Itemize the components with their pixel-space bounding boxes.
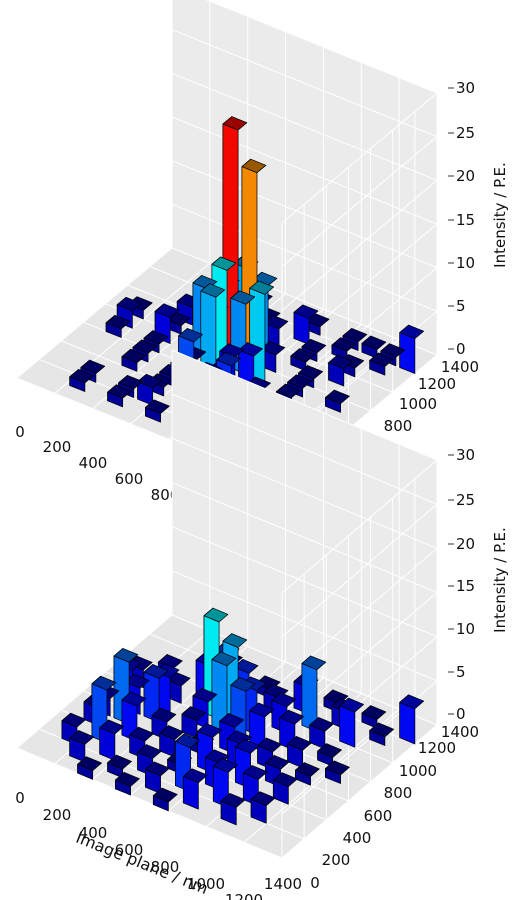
bar: [339, 697, 365, 748]
bar: [99, 719, 125, 761]
y-tick-label: 1200: [418, 375, 456, 393]
bar: [212, 758, 238, 808]
bar: [301, 655, 327, 732]
bar: [399, 694, 425, 745]
bar: [182, 768, 208, 810]
x-tick-label: 1200: [225, 891, 263, 900]
bar: [107, 754, 132, 779]
x-tick-label: 200: [43, 806, 72, 824]
y-tick-label: 200: [322, 851, 351, 869]
z-tick-label: 20: [456, 167, 475, 185]
bar: [115, 772, 140, 796]
bar: [361, 335, 387, 359]
x-tick-label: 1000: [187, 875, 225, 893]
bar: [145, 399, 170, 423]
bar: [250, 791, 276, 824]
x-tick-label: 0: [15, 789, 25, 807]
bar: [331, 337, 357, 361]
x-tick-label: 600: [115, 470, 144, 488]
z-tick-label: 10: [456, 620, 475, 638]
x-tick-label: 200: [43, 438, 72, 456]
x-tick-label: 600: [115, 841, 144, 859]
bar: [325, 760, 350, 784]
z-tick-label: 30: [456, 79, 475, 97]
bar: [143, 664, 169, 723]
bar: [309, 717, 335, 750]
bar: [369, 352, 395, 376]
z-axis-label: Intensity / P.E.: [491, 162, 509, 268]
bar: [69, 730, 95, 763]
z-tick-label: 5: [456, 663, 466, 681]
bar: [145, 761, 170, 794]
bar: [249, 702, 275, 753]
bar: [290, 348, 316, 372]
bar: [220, 793, 246, 826]
bar: [287, 736, 312, 769]
z-tick-label: 25: [456, 491, 475, 509]
bar: [77, 756, 102, 780]
bar: [61, 712, 87, 746]
bar: [257, 737, 282, 770]
y-tick-label: 400: [343, 829, 372, 847]
y-tick-label: 1400: [441, 723, 479, 741]
bar: [399, 324, 425, 374]
bar: [293, 304, 319, 345]
y-tick-label: 800: [384, 784, 413, 802]
bars: [61, 607, 425, 826]
bar: [211, 651, 237, 737]
bar: [181, 706, 207, 739]
x-tick-label: 400: [79, 454, 108, 472]
bar: [118, 375, 143, 398]
bar: [159, 725, 185, 758]
bar: [105, 314, 131, 338]
z-tick-label: 5: [456, 297, 466, 315]
z-tick-label: 25: [456, 124, 475, 142]
z-tick-label: 10: [456, 254, 475, 272]
x-tick-label: 0: [15, 423, 25, 441]
bar: [121, 348, 147, 372]
bar: [152, 787, 178, 812]
bar: [107, 384, 132, 408]
x-tick-label: 1400: [264, 875, 302, 893]
bar: [69, 369, 95, 392]
bar: [317, 743, 342, 767]
x-tick-label: 800: [151, 858, 180, 876]
bar: [328, 354, 353, 387]
z-tick-label: 20: [456, 535, 475, 553]
y-tick-label: 0: [310, 874, 320, 892]
y-tick-label: 1000: [399, 762, 437, 780]
z-axis-label: Intensity / P.E.: [491, 527, 509, 633]
bar: [235, 739, 260, 789]
z-tick-label: 0: [456, 340, 466, 358]
y-tick-label: 800: [384, 417, 413, 435]
z-tick-label: 0: [456, 705, 466, 723]
bar: [369, 722, 395, 746]
x-tick-label: 400: [79, 824, 108, 842]
bar: [295, 762, 320, 786]
z-tick-label: 15: [456, 577, 475, 595]
bar: [325, 389, 350, 413]
bar: [361, 705, 387, 729]
bar: [91, 675, 117, 744]
y-tick-label: 1000: [399, 395, 437, 413]
y-tick-label: 600: [364, 807, 393, 825]
y-tick-label: 1200: [418, 739, 456, 757]
z-tick-label: 30: [456, 446, 475, 464]
y-tick-label: 1400: [441, 358, 479, 376]
z-tick-label: 15: [456, 211, 475, 229]
x-axis-label: Image plane / nm: [73, 828, 211, 898]
bar: [121, 691, 147, 742]
bar: [272, 772, 298, 805]
